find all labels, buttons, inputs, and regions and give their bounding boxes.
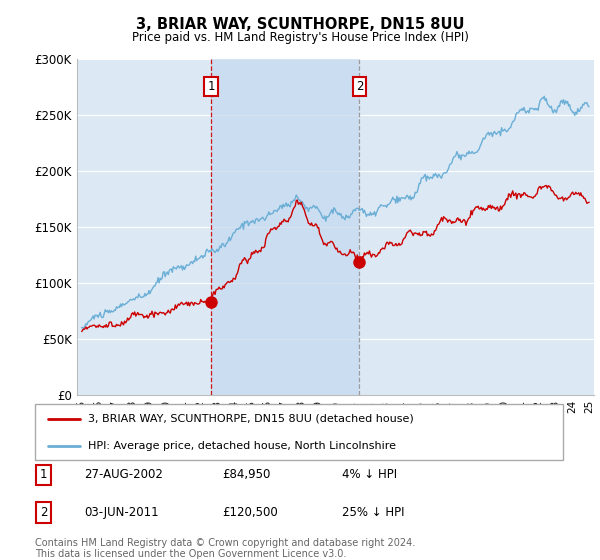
- Text: 1: 1: [40, 468, 47, 482]
- FancyBboxPatch shape: [36, 502, 52, 522]
- Text: 1: 1: [208, 80, 215, 94]
- Text: 3, BRIAR WAY, SCUNTHORPE, DN15 8UU (detached house): 3, BRIAR WAY, SCUNTHORPE, DN15 8UU (deta…: [88, 414, 413, 424]
- Text: 2: 2: [356, 80, 363, 94]
- Text: 25% ↓ HPI: 25% ↓ HPI: [342, 506, 404, 519]
- Bar: [211, 59, 359, 395]
- Text: Price paid vs. HM Land Registry's House Price Index (HPI): Price paid vs. HM Land Registry's House …: [131, 31, 469, 44]
- Text: 2: 2: [40, 506, 47, 519]
- FancyBboxPatch shape: [35, 404, 563, 460]
- Text: £84,950: £84,950: [222, 468, 271, 482]
- FancyBboxPatch shape: [36, 465, 52, 485]
- Text: £120,500: £120,500: [222, 506, 278, 519]
- Text: 27-AUG-2002: 27-AUG-2002: [84, 468, 163, 482]
- Text: 3, BRIAR WAY, SCUNTHORPE, DN15 8UU: 3, BRIAR WAY, SCUNTHORPE, DN15 8UU: [136, 17, 464, 32]
- Text: Contains HM Land Registry data © Crown copyright and database right 2024.
This d: Contains HM Land Registry data © Crown c…: [35, 538, 415, 559]
- Text: 03-JUN-2011: 03-JUN-2011: [84, 506, 158, 519]
- Text: 4% ↓ HPI: 4% ↓ HPI: [342, 468, 397, 482]
- Text: HPI: Average price, detached house, North Lincolnshire: HPI: Average price, detached house, Nort…: [88, 441, 395, 451]
